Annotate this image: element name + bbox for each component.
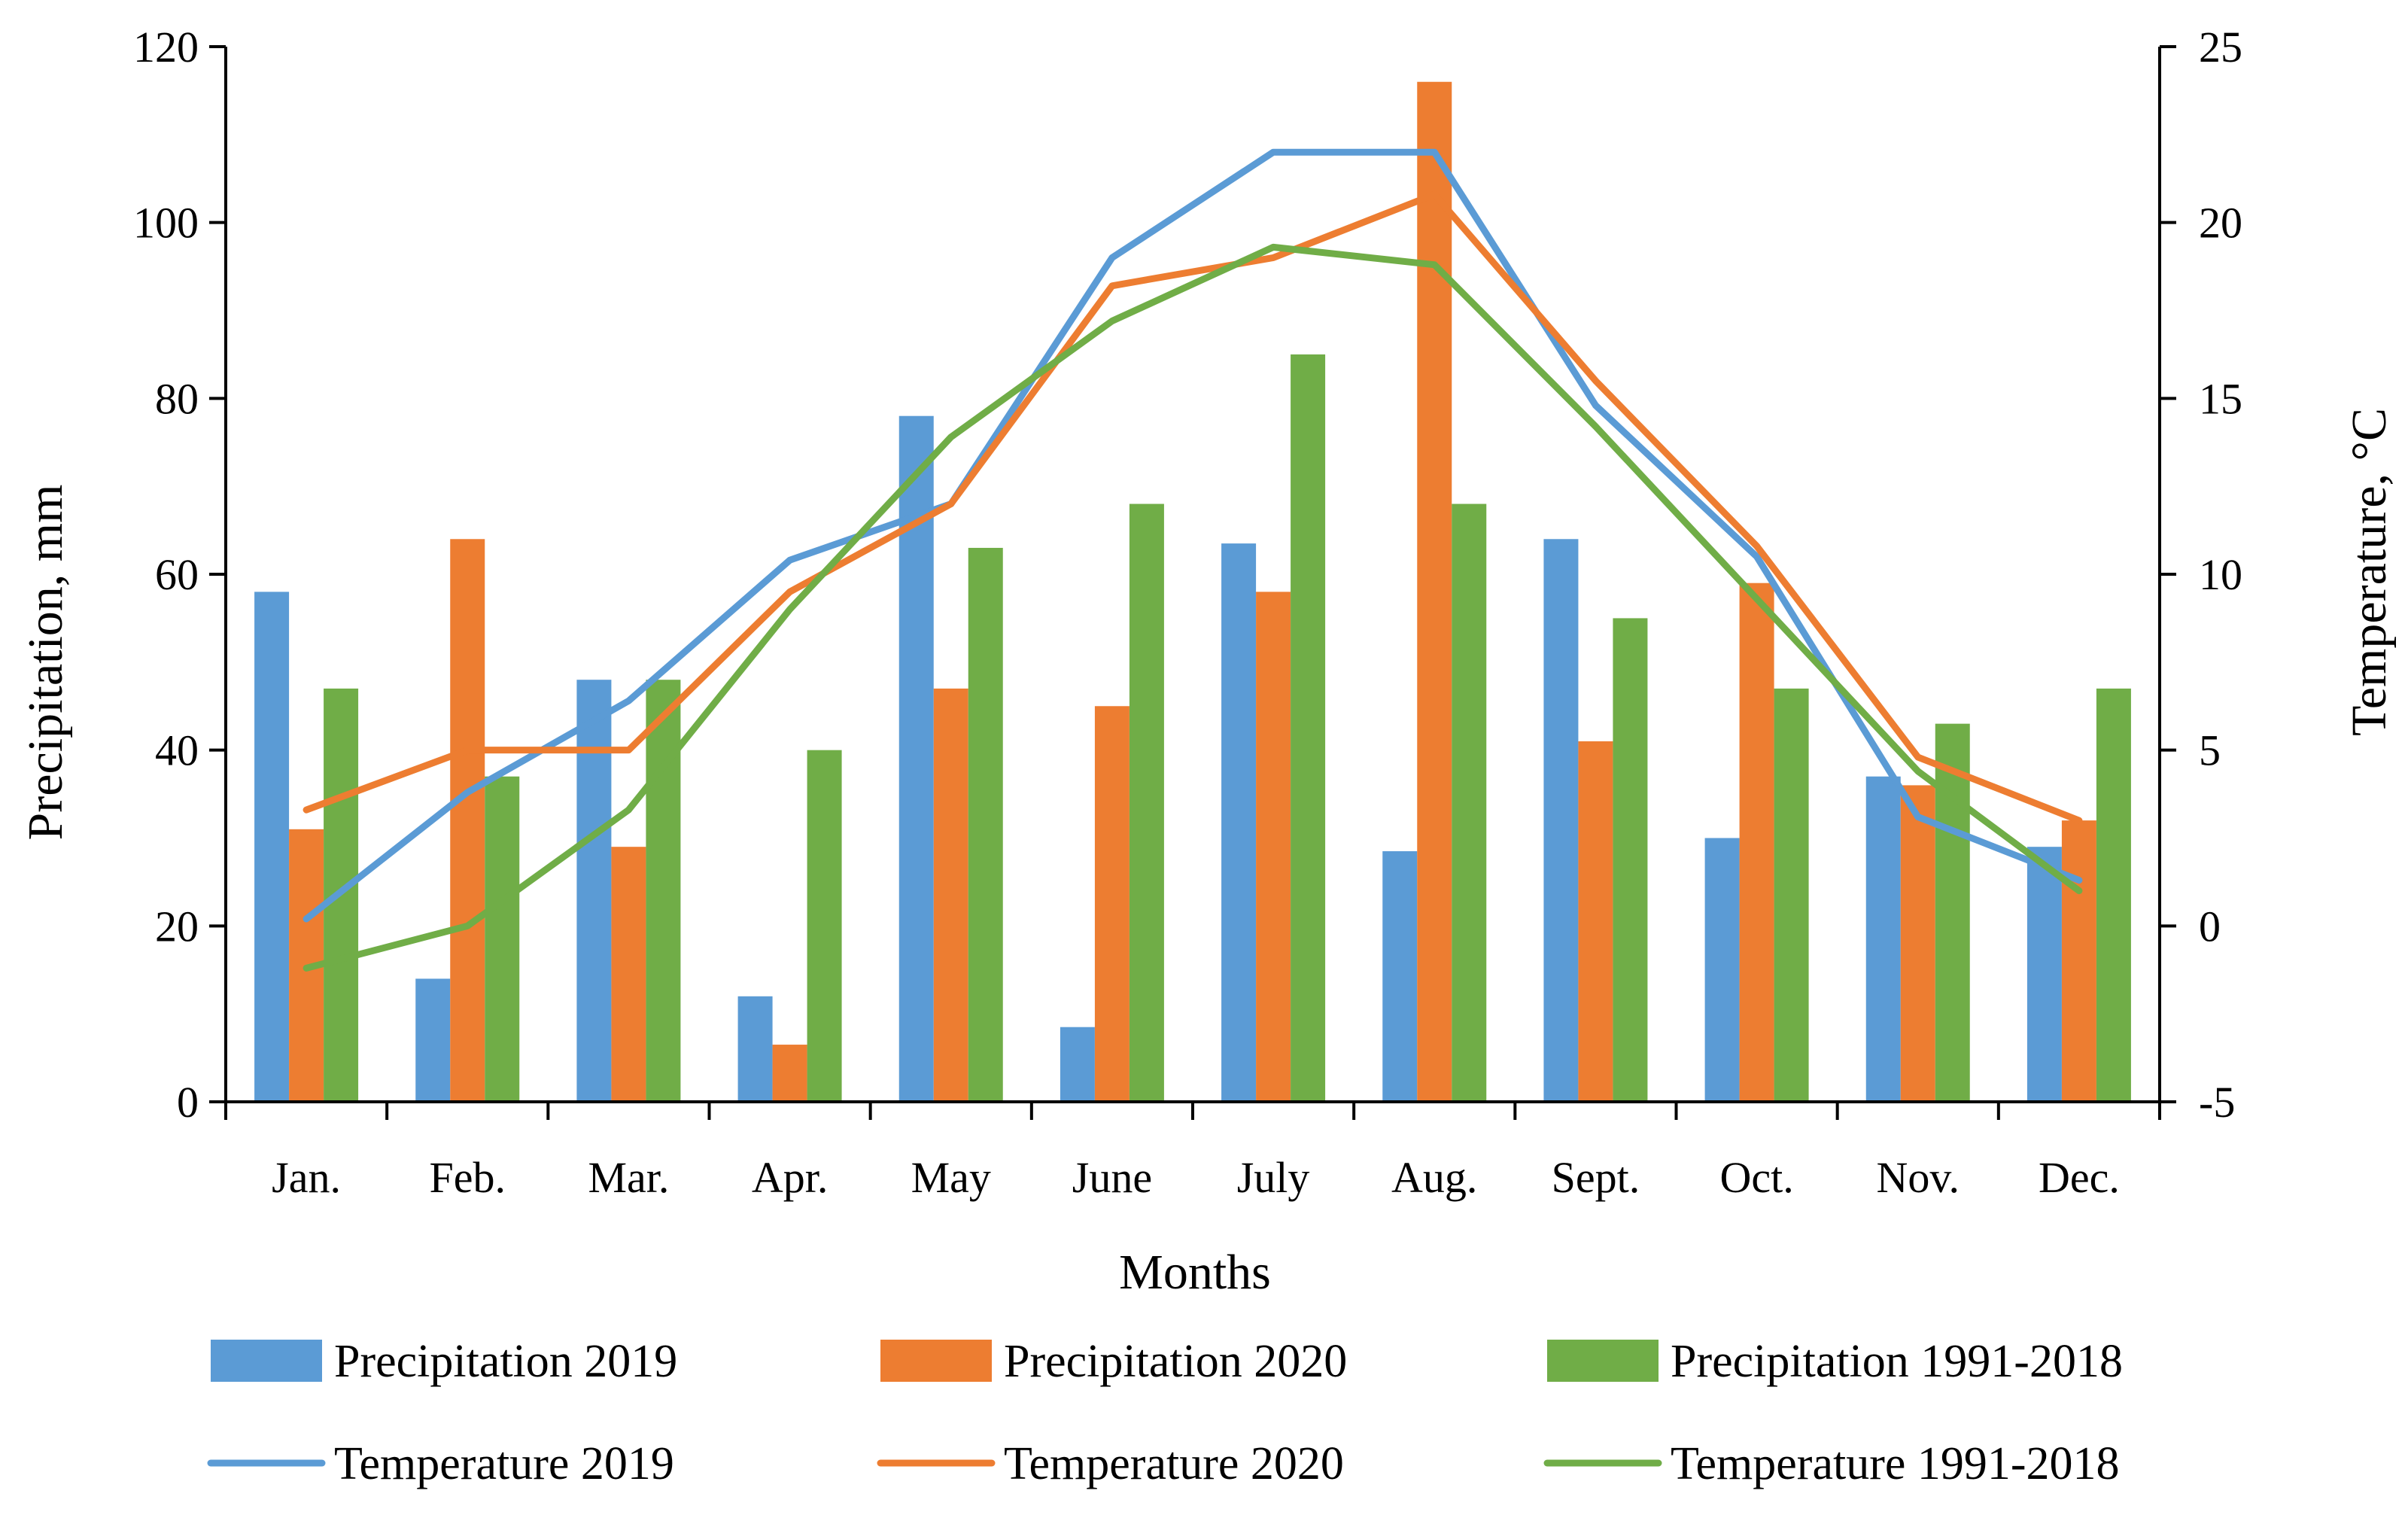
left-tick-label-3: 40 — [155, 726, 199, 775]
temperature-line-3 — [303, 243, 2083, 972]
bar-1-7 — [1221, 543, 1257, 1102]
bar-2-8 — [1417, 81, 1452, 1103]
right-tick-label-5: 15 — [2199, 374, 2242, 423]
bar-1-6 — [1060, 1027, 1095, 1102]
x-tick-label-4: Apr. — [752, 1153, 829, 1202]
bar-1-9 — [1543, 539, 1579, 1102]
x-tick-label-8: Aug. — [1391, 1153, 1477, 1202]
legend-label-line-1: Temperature 2019 — [334, 1438, 674, 1489]
bar-3-2 — [485, 776, 520, 1102]
x-tick-label-6: June — [1072, 1153, 1152, 1202]
axes-layer: 0 20 40 60 80 100 120 -5 0 5 10 15 20 25 Jan. Feb. Mar. A… — [133, 23, 2242, 1202]
bar-3-11 — [1935, 723, 1970, 1102]
left-axis-title: Precipitation, mm — [18, 485, 73, 841]
right-tick-label-7: 25 — [2199, 23, 2242, 71]
bar-2-6 — [1094, 706, 1130, 1102]
temperature-line-2 — [303, 190, 2083, 824]
legend-label-line-2: Temperature 2020 — [1004, 1438, 1344, 1489]
bar-3-12 — [2096, 688, 2131, 1102]
legend-label-bar-1: Precipitation 2019 — [334, 1336, 677, 1387]
bar-1-10 — [1704, 838, 1740, 1102]
bar-1-3 — [576, 680, 612, 1102]
bar-3-4 — [807, 750, 842, 1102]
left-tick-label-6: 100 — [133, 199, 199, 248]
x-axis-title: Months — [1119, 1245, 1271, 1300]
bar-1-4 — [737, 996, 773, 1102]
bar-2-10 — [1739, 583, 1774, 1102]
legend-swatch-bar-1 — [211, 1340, 322, 1382]
legend-swatch-bar-3 — [1547, 1340, 1659, 1382]
legend-swatch-bar-2 — [880, 1340, 992, 1382]
x-tick-label-9: Sept. — [1552, 1153, 1640, 1202]
x-tick-label-10: Oct. — [1719, 1153, 1793, 1202]
bars-layer — [254, 81, 2131, 1103]
bar-3-3 — [646, 680, 681, 1102]
bar-1-8 — [1382, 851, 1418, 1102]
legend: Precipitation 2019 Precipitation 2020 Prec… — [207, 1336, 2123, 1489]
bar-3-5 — [968, 547, 1003, 1102]
legend-label-bar-3: Precipitation 1991-2018 — [1671, 1336, 2123, 1387]
left-tick-label-5: 80 — [155, 374, 199, 423]
bar-2-9 — [1578, 741, 1613, 1102]
left-tick-label-4: 60 — [155, 550, 199, 599]
left-tick-label-2: 20 — [155, 902, 199, 951]
temperature-line-1 — [303, 148, 2083, 923]
x-tick-label-7: July — [1237, 1153, 1310, 1202]
bar-3-6 — [1129, 503, 1164, 1102]
legend-label-bar-2: Precipitation 2020 — [1004, 1336, 1347, 1387]
right-axis-title: Temperature, °C — [2342, 408, 2397, 736]
left-tick-label-1: 0 — [177, 1078, 199, 1127]
lines-layer — [303, 148, 2083, 972]
right-tick-label-1: -5 — [2199, 1078, 2235, 1127]
x-tick-label-12: Dec. — [2039, 1153, 2120, 1202]
x-tick-label-3: Mar. — [588, 1153, 669, 1202]
bar-3-7 — [1291, 354, 1326, 1103]
right-tick-label-2: 0 — [2199, 902, 2221, 951]
bar-1-12 — [2026, 847, 2062, 1102]
left-tick-label-7: 120 — [133, 23, 199, 71]
legend-label-line-3: Temperature 1991-2018 — [1671, 1438, 2120, 1489]
bar-3-10 — [1774, 688, 1809, 1102]
bar-3-9 — [1613, 618, 1648, 1102]
right-tick-label-6: 20 — [2199, 199, 2242, 248]
bar-2-5 — [933, 688, 968, 1102]
bar-1-2 — [415, 978, 451, 1102]
bar-2-12 — [2061, 820, 2096, 1102]
bar-2-11 — [1900, 785, 1935, 1102]
bar-2-7 — [1256, 592, 1291, 1102]
right-tick-label-3: 5 — [2199, 726, 2221, 775]
bar-1-11 — [1865, 776, 1901, 1102]
x-tick-label-1: Jan. — [272, 1153, 341, 1202]
right-tick-label-4: 10 — [2199, 550, 2242, 599]
bar-3-8 — [1452, 503, 1487, 1102]
bar-2-2 — [450, 539, 485, 1102]
bar-2-4 — [772, 1045, 807, 1102]
x-tick-label-2: Feb. — [430, 1153, 506, 1202]
bar-2-3 — [611, 847, 646, 1102]
x-tick-label-5: May — [911, 1153, 991, 1202]
x-tick-label-11: Nov. — [1876, 1153, 1960, 1202]
bar-1-1 — [254, 592, 290, 1102]
